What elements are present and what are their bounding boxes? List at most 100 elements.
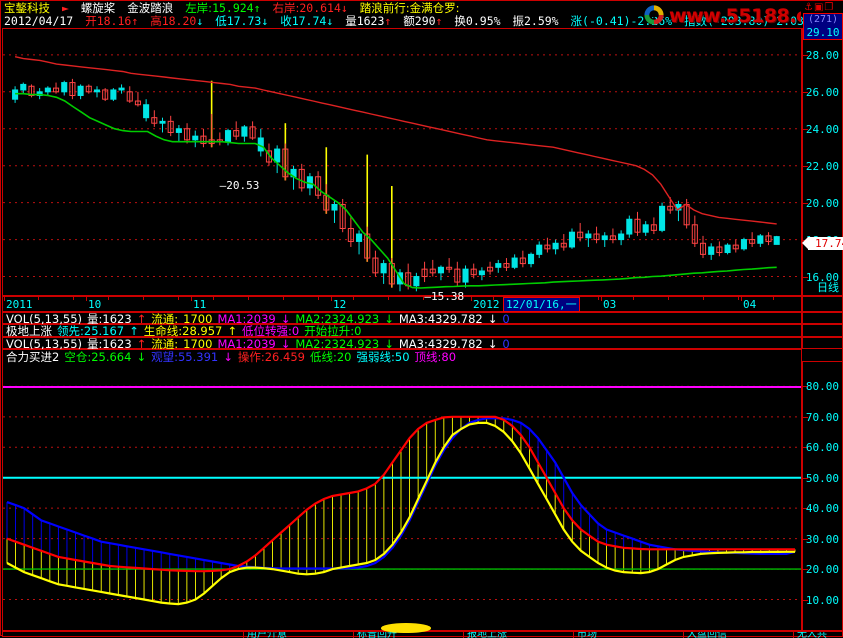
price-axis-tick (803, 202, 808, 204)
indicator-axis-label: 70.00 (805, 410, 839, 424)
indicator-chart-panel[interactable]: 合力买进2 空仓:25.664 ↓ 观望:55.391 ↓ 操作:26.459 低线:20 强… (2, 349, 802, 631)
date-axis-minor-tick (598, 297, 599, 300)
info-segment: 开始拉升:0 (304, 324, 362, 338)
selected-date-badge[interactable]: 12/01/16,一 (503, 297, 580, 312)
footer-cell[interactable]: 用户介意 (243, 632, 353, 638)
low-label: 低 (215, 14, 227, 28)
date-axis-minor-tick (108, 297, 109, 300)
current-price-tag: 17.74 (801, 237, 843, 251)
date-axis-minor-tick (493, 297, 494, 300)
info-segment: 顶线:80 (414, 350, 457, 364)
indicator-axis-tick (803, 508, 808, 510)
date-axis-tick (86, 297, 87, 301)
info-row-1-right-cap (802, 312, 843, 324)
info-segment: 生命线:28.957 (143, 324, 223, 338)
info-segment: ↓ (136, 350, 147, 364)
right-bank-value: 20.614 (299, 1, 341, 15)
index-value: (-203.80)-2.03% (707, 14, 811, 28)
footer-cell[interactable]: 报地上涨 (463, 632, 573, 638)
period-label: 日线 (817, 281, 839, 294)
system-label-1[interactable]: 螺旋桨 (80, 1, 116, 15)
volume-indicator-row-2: VOL(5,13,55) 量:1623 ↑ 流通: 1700 MA1:2039 ↓ MA2:2… (2, 337, 802, 351)
volume-indicator-row-1: VOL(5,13,55) 量:1623 ↑ 流通: 1700 MA1:2039 ↓ MA2:2… (2, 312, 802, 326)
date-axis-minor-tick (213, 297, 214, 300)
info-segment: ↑ (136, 312, 147, 326)
info-segment: 极地上涨 (6, 324, 52, 338)
indicator-axis-tick (803, 538, 808, 540)
date-axis-tick (331, 297, 332, 301)
price-axis-label: 28.00 (805, 48, 839, 62)
amount-label: 额 (403, 14, 415, 28)
info-segment: MA2:2324.923 (295, 312, 380, 326)
strategy-label: 踏浪前行:金满仓罗: (359, 1, 460, 15)
info-segment: 强弱线:50 (356, 350, 410, 364)
info-segment: ↓ (280, 337, 291, 351)
price-axis-tick (803, 165, 808, 167)
stock-code-box[interactable]: (271) 29.10 (803, 13, 843, 40)
footer-cell[interactable]: 市场 (573, 632, 683, 638)
left-bank-arrow-icon: ↑ (253, 1, 261, 15)
indicator-axis-label: 10.00 (805, 593, 839, 607)
date-axis-label: 10 (88, 298, 102, 311)
close-label: 收 (280, 14, 292, 28)
quote-header: 宝鏊科技 ► 螺旋桨 金波踏浪 左岸:15.924↑ 右岸:20.614↓ 踏浪… (1, 1, 843, 28)
info-segment: ↓ (223, 350, 233, 364)
turnover-value: 0.95% (465, 14, 501, 28)
ma-low-annotation: —15.38 (424, 289, 465, 303)
date-axis-minor-tick (388, 297, 389, 300)
indicator-axis-tick (803, 599, 808, 601)
info-segment: 1700 (183, 337, 213, 351)
ma-high-annotation: —20.53 (219, 179, 260, 192)
amount-arrow-icon: ↑ (435, 14, 443, 28)
info-segment: 流通: (151, 312, 179, 326)
window-controls-icon[interactable]: ⚓▣❐ (804, 2, 835, 13)
date-axis-minor-tick (423, 297, 424, 300)
date-axis-minor-tick (73, 297, 74, 300)
volume-label: 量 (345, 14, 357, 28)
date-axis-label: 12 (333, 298, 347, 311)
date-axis-tick (191, 297, 192, 301)
candlestick-canvas (3, 54, 801, 292)
date-axis-tick (471, 297, 472, 301)
date-axis-minor-tick (633, 297, 634, 300)
date-axis-minor-tick (773, 297, 774, 300)
date-axis-label: 2011 (6, 298, 33, 311)
brand-label: 宝鏊科技 (4, 1, 50, 15)
system-label-2[interactable]: 金波踏浪 (127, 1, 174, 15)
info-segment: ↑ (227, 324, 238, 338)
indicator-axis-tick (803, 416, 808, 418)
footer-cell[interactable]: 大盘回信 (683, 632, 793, 638)
info-segment: MA1:2039 (217, 337, 276, 351)
header-line-1: 宝鏊科技 ► 螺旋桨 金波踏浪 左岸:15.924↑ 右岸:20.614↓ 踏浪… (4, 2, 460, 15)
close-value: 17.74 (291, 14, 327, 28)
footer-cells: 用户介意 标普回升 报地上涨 市场 大盘回信 无人共 (3, 632, 843, 638)
indicator-axis-tick (803, 569, 808, 571)
price-chart-panel[interactable]: —20.53 —15.38 (2, 28, 802, 302)
price-axis-label: 22.00 (805, 159, 839, 173)
footer-cell[interactable]: 标普回升 (353, 632, 463, 638)
info-segment: ↓ (487, 337, 498, 351)
date-axis-label: 11 (193, 298, 207, 311)
info-segment: ↓ (280, 312, 291, 326)
volume-indicator-text-2: VOL(5,13,55) 量:1623 ↑ 流通: 1700 MA1:2039 ↓ MA2:2… (6, 338, 510, 351)
price-axis-label: 16.00 (805, 270, 839, 284)
info-segment: 量:1623 (87, 337, 132, 351)
info-segment: 0 (502, 312, 510, 326)
date-axis-label: 2012 (473, 298, 500, 311)
info-segment: 低位转强:0 (242, 324, 300, 338)
info-row-2-right-cap (802, 324, 843, 337)
info-segment: MA3:4329.782 (398, 337, 483, 351)
info-segment: 低线:20 (309, 350, 352, 364)
info-segment: 0 (502, 337, 510, 351)
footer-cell[interactable]: 无人共 (793, 632, 843, 638)
amplitude-label: 振 (512, 14, 524, 28)
info-segment: 观望:55.391 (151, 350, 219, 364)
date-axis-minor-tick (703, 297, 704, 300)
indicator-axis-label: 80.00 (805, 380, 839, 394)
date-axis-minor-tick (143, 297, 144, 300)
amplitude-value: 2.59% (523, 14, 559, 28)
top-level-line (3, 386, 801, 389)
info-segment: ↑ (136, 337, 147, 351)
date-axis-minor-tick (248, 297, 249, 300)
